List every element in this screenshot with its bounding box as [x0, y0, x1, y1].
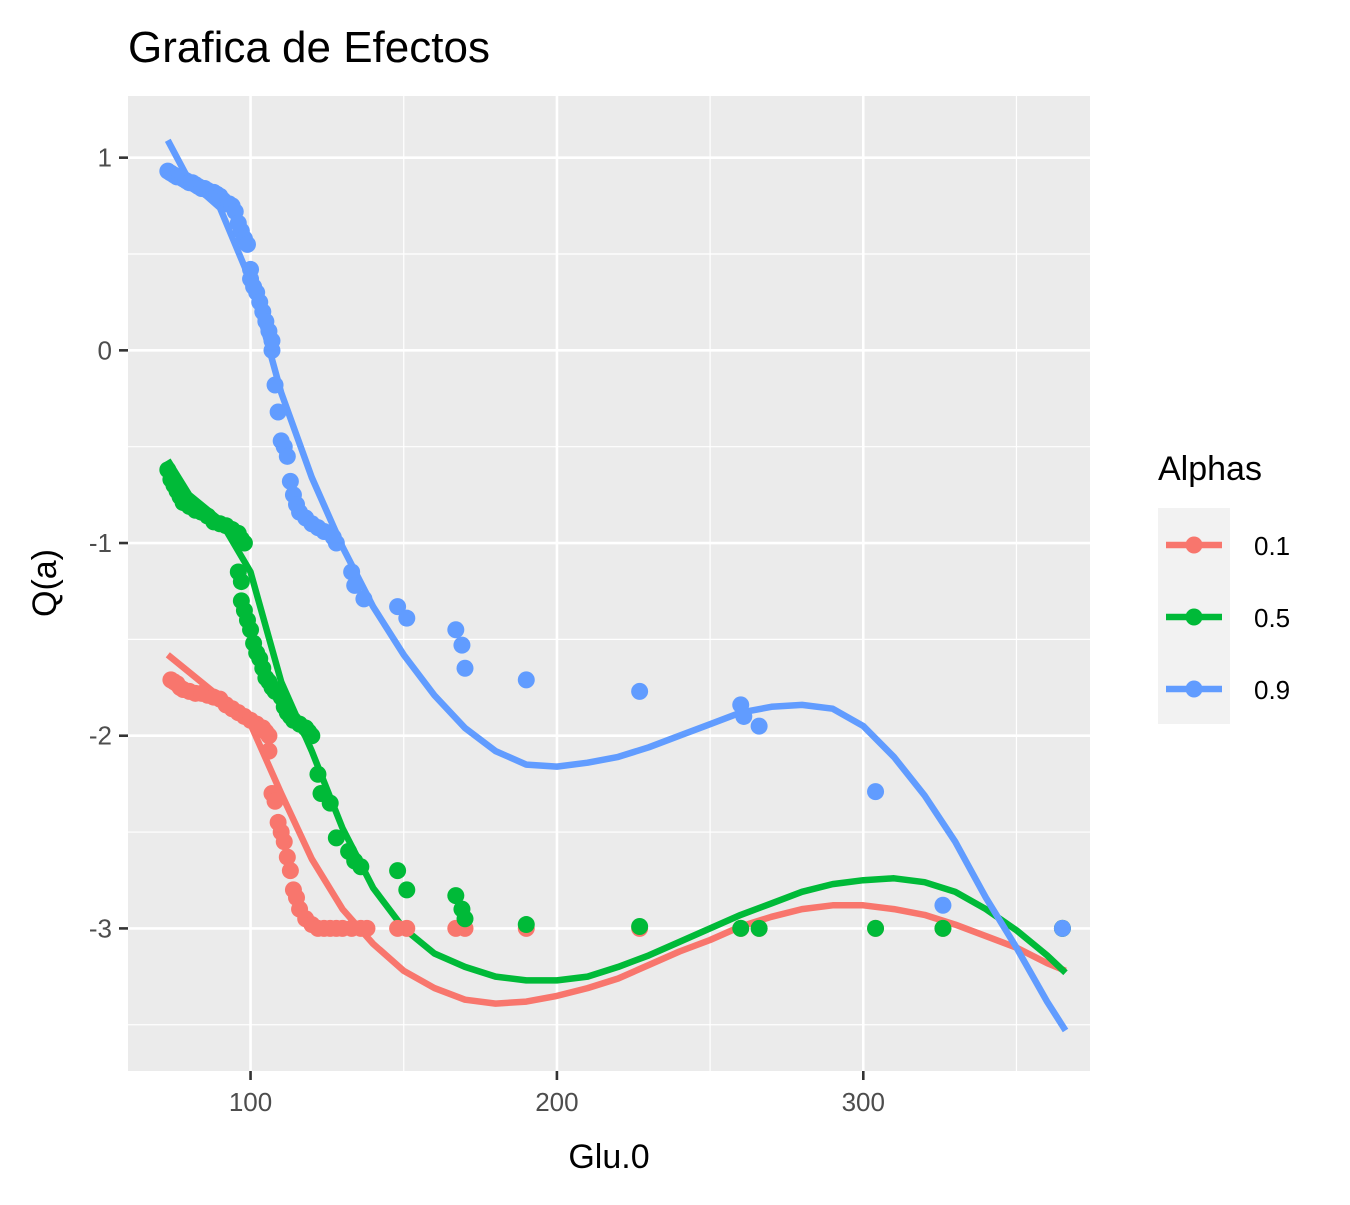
point-alpha-0-9 [735, 707, 753, 725]
legend-item-alpha-0-1: 0.1 [1166, 531, 1290, 561]
x-tick-label: 300 [842, 1087, 885, 1117]
point-alpha-0-9 [355, 590, 373, 608]
point-alpha-0-5 [352, 858, 370, 876]
point-alpha-0-9 [750, 717, 768, 735]
legend-title: Alphas [1158, 450, 1262, 488]
point-alpha-0-9 [389, 598, 407, 616]
point-alpha-0-5 [398, 881, 416, 899]
point-alpha-0-9 [343, 563, 361, 581]
point-alpha-0-5 [309, 765, 327, 783]
point-alpha-0-9 [631, 682, 649, 700]
point-alpha-0-5 [517, 916, 535, 934]
point-alpha-0-9 [1053, 919, 1071, 937]
legend-point-alpha-0-5 [1185, 608, 1203, 626]
plot-panel [128, 96, 1090, 1071]
fit-curves [164, 138, 1069, 1033]
point-alpha-0-1 [275, 833, 293, 851]
y-tick-label: 1 [98, 143, 112, 173]
point-alpha-0-9 [266, 376, 284, 394]
point-alpha-0-1 [358, 919, 376, 937]
legend-label-alpha-0-5: 0.5 [1254, 603, 1290, 633]
point-alpha-0-9 [327, 534, 345, 552]
legend: Alphas 0.1 0.5 0.9 [1158, 450, 1290, 724]
x-tick-label: 100 [229, 1087, 272, 1117]
y-tick-label: -2 [89, 721, 112, 751]
legend-label-alpha-0-9: 0.9 [1254, 675, 1290, 705]
legend-item-alpha-0-5: 0.5 [1166, 603, 1290, 633]
point-alpha-0-9 [456, 659, 474, 677]
point-alpha-0-5 [389, 862, 407, 880]
point-alpha-0-9 [517, 671, 535, 689]
point-alpha-0-5 [732, 919, 750, 937]
y-tick-label: -3 [89, 913, 112, 943]
point-alpha-0-5 [232, 573, 250, 591]
axis-ticks: 100 200 300 1 0 -1 -2 -3 [89, 143, 885, 1117]
point-alpha-0-1 [281, 862, 299, 880]
data-points [159, 162, 1071, 937]
legend-item-alpha-0-9: 0.9 [1166, 675, 1290, 705]
legend-point-alpha-0-9 [1185, 680, 1203, 698]
point-alpha-0-9 [281, 472, 299, 490]
point-alpha-0-5 [867, 919, 885, 937]
point-alpha-0-5 [750, 919, 768, 937]
point-alpha-0-5 [631, 917, 649, 935]
fit-curve-alpha-0-1 [165, 652, 1067, 1007]
point-alpha-0-1 [260, 727, 278, 745]
point-alpha-0-9 [238, 235, 256, 253]
y-tick-label: -1 [89, 528, 112, 558]
point-alpha-0-5 [456, 910, 474, 928]
point-alpha-0-5 [327, 829, 345, 847]
point-alpha-0-5 [934, 919, 952, 937]
point-alpha-0-9 [263, 341, 281, 359]
point-alpha-0-5 [242, 621, 260, 639]
point-alpha-0-5 [235, 534, 253, 552]
point-alpha-0-5 [303, 727, 321, 745]
point-alpha-0-9 [934, 896, 952, 914]
point-alpha-0-9 [447, 621, 465, 639]
point-alpha-0-9 [453, 636, 471, 654]
point-alpha-0-1 [266, 792, 284, 810]
fit-curve-alpha-0-9 [164, 138, 1069, 1033]
point-alpha-0-9 [269, 403, 287, 421]
x-tick-label: 200 [535, 1087, 578, 1117]
point-alpha-0-9 [867, 783, 885, 801]
chart-title: Grafica de Efectos [128, 23, 490, 72]
y-tick-label: 0 [98, 335, 112, 365]
fit-curve-alpha-0-5 [165, 458, 1068, 984]
point-alpha-0-5 [321, 794, 339, 812]
point-alpha-0-9 [278, 447, 296, 465]
point-alpha-0-1 [260, 742, 278, 760]
legend-keys: 0.1 0.5 0.9 [1158, 508, 1290, 724]
legend-label-alpha-0-1: 0.1 [1254, 531, 1290, 561]
x-axis-title: Glu.0 [568, 1138, 649, 1176]
point-alpha-0-9 [398, 609, 416, 627]
point-alpha-0-5 [447, 887, 465, 905]
y-axis-title: Q(a) [26, 549, 64, 617]
legend-point-alpha-0-1 [1185, 536, 1203, 554]
point-alpha-0-1 [278, 848, 296, 866]
point-alpha-0-1 [398, 919, 416, 937]
point-alpha-0-9 [346, 576, 364, 594]
